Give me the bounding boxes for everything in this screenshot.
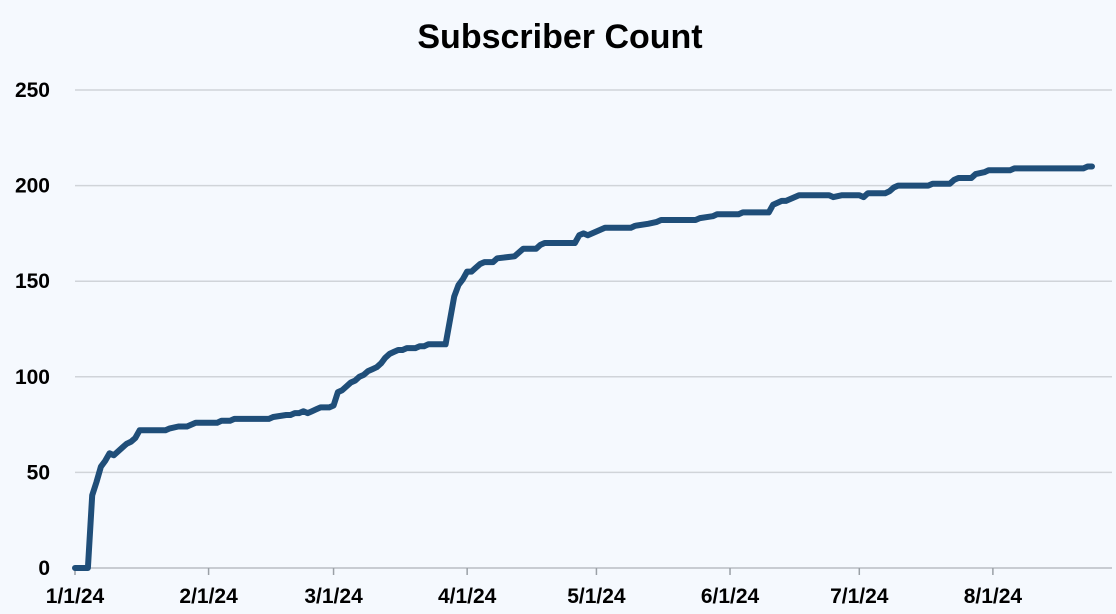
y-tick-label: 200 [15,175,50,198]
chart-title: Subscriber Count [417,18,702,56]
x-tick-label: 1/1/24 [46,585,105,608]
y-tick-label: 0 [38,557,50,580]
series-layer [72,163,1095,571]
series-line-1 [72,163,1095,571]
y-tick-label: 250 [15,79,50,102]
x-axis-ticks: 1/1/24 2/1/24 3/1/24 4/1/24 5/1/24 6/1/24 7/1/… [46,568,1023,608]
x-tick-label: 4/1/24 [438,585,497,608]
y-tick-label: 50 [27,461,50,484]
y-tick-label: 150 [15,270,50,293]
y-axis-tick-labels: 0 50 100 150 200 250 [15,79,50,580]
x-tick-label: 2/1/24 [179,585,238,608]
x-tick-label: 8/1/24 [964,585,1023,608]
x-tick-label: 7/1/24 [830,585,889,608]
x-tick-label: 3/1/24 [304,585,363,608]
x-tick-label: 6/1/24 [701,585,760,608]
gridlines [75,89,1112,474]
y-tick-label: 100 [15,366,50,389]
x-tick-label: 5/1/24 [567,585,626,608]
